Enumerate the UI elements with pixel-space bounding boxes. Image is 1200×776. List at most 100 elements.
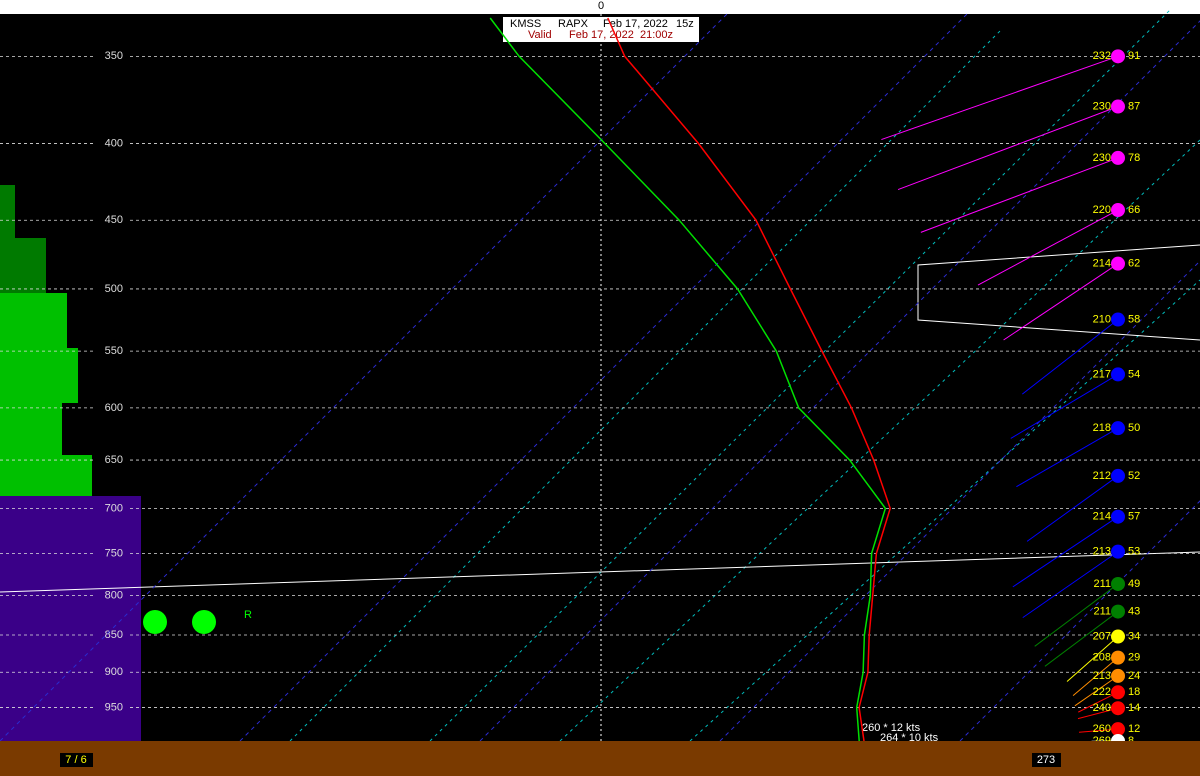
isotherm (0, 13, 728, 742)
wind-dot (1111, 629, 1125, 644)
wind-dot (1111, 701, 1125, 716)
y-tick-label: 450 (105, 214, 123, 226)
box (1032, 753, 1061, 767)
box (60, 753, 93, 767)
wind-speed: 54 (1128, 368, 1140, 380)
model: RAPX (558, 18, 589, 30)
wind-vector (881, 55, 1119, 141)
adiabat (429, 9, 1171, 742)
valid-label: Valid (528, 29, 552, 41)
wind-dot (1111, 367, 1125, 382)
wind-direction: 213 (1093, 670, 1111, 682)
wind-dot (1111, 150, 1125, 165)
wind-dot (1111, 576, 1125, 591)
histogram-bar (0, 238, 46, 293)
top-label: 0 (598, 0, 604, 12)
wind-dot (1111, 722, 1125, 737)
isotherm (959, 500, 1200, 742)
wind-speed: 43 (1128, 605, 1140, 617)
bottom-bar (0, 741, 1200, 776)
wind-direction: 230 (1093, 100, 1111, 112)
wind-direction: 230 (1093, 152, 1111, 164)
wind-dot (1111, 604, 1125, 619)
valid-date: Feb 17, 2022 (569, 29, 634, 41)
bottom-bar-bg (0, 741, 1200, 776)
wind-dot (1111, 668, 1125, 683)
profile-line (489, 17, 887, 742)
wind-speed: 12 (1128, 723, 1140, 735)
adiabat (689, 279, 1200, 742)
wind-direction: 232 (1093, 50, 1111, 62)
wind-vector (897, 106, 1119, 191)
wind-vector (1078, 691, 1119, 713)
wind-speed: 53 (1128, 546, 1140, 558)
y-tick-label: 650 (105, 454, 123, 466)
y-tick-label: 750 (105, 547, 123, 559)
wind-vector (1072, 657, 1119, 697)
wind-dot (1111, 685, 1125, 700)
y-tick-label: 950 (105, 701, 123, 713)
indicator (192, 610, 216, 634)
y-tick-label: 900 (105, 666, 123, 678)
y-tick-label: 700 (105, 502, 123, 514)
wind-speed: 24 (1128, 670, 1140, 682)
wind-direction: 210 (1093, 313, 1111, 325)
wind-direction: 220 (1093, 204, 1111, 216)
wind-vector (1003, 263, 1119, 341)
wind-dot (1111, 99, 1125, 114)
station: KMSS (510, 18, 541, 30)
wind-vector (1016, 427, 1119, 488)
decorations (0, 9, 1200, 776)
wind-vector (920, 157, 1119, 233)
profile-line (607, 17, 891, 742)
run-date: Feb 17, 2022 (603, 18, 668, 30)
wind-speed: 29 (1128, 652, 1140, 664)
histogram-bar (0, 293, 67, 348)
surface-wind: 260 * 12 kts (862, 722, 921, 734)
wind-vector (1066, 636, 1119, 682)
y-tick-label: 400 (105, 137, 123, 149)
wind-speed: 52 (1128, 470, 1140, 482)
wind-direction: 208 (1093, 652, 1111, 664)
y-tick-label: 800 (105, 589, 123, 601)
wind-dot (1111, 544, 1125, 559)
isotherm (239, 13, 968, 742)
histogram-bar (0, 455, 92, 496)
outline (917, 244, 1200, 341)
wind-direction: 240 (1093, 702, 1111, 714)
wind-speed: 14 (1128, 702, 1140, 714)
wind-vector (977, 209, 1119, 286)
wind-vector (1034, 583, 1119, 647)
wind-speed: 91 (1128, 50, 1140, 62)
wind-speed: 50 (1128, 422, 1140, 434)
wind-direction: 211 (1093, 605, 1111, 617)
y-tick-label: 850 (105, 629, 123, 641)
marker-label: R (244, 609, 252, 621)
wind-speed: 18 (1128, 686, 1140, 698)
wind-speed: 8 (1128, 735, 1134, 747)
top-strip (0, 0, 1200, 14)
y-tick-label: 550 (105, 345, 123, 357)
wind-vector (1044, 611, 1119, 667)
left-box-label: 7 / 6 (65, 754, 86, 766)
wind-dot (1111, 509, 1125, 524)
wind-direction: 222 (1093, 686, 1111, 698)
wind-speed: 34 (1128, 630, 1140, 642)
run-time: 15z (676, 18, 694, 30)
wind-vector (1021, 319, 1119, 395)
wind-direction: 211 (1093, 578, 1111, 590)
wind-speed: 78 (1128, 152, 1140, 164)
histogram-bar (0, 185, 15, 240)
wind-direction: 213 (1093, 546, 1111, 558)
wind-dot (1111, 49, 1125, 64)
histogram-bar (0, 403, 62, 455)
isotherm (719, 260, 1200, 742)
header-box (503, 17, 699, 42)
valid-time: 21:00z (640, 29, 673, 41)
isotherm (479, 20, 1200, 742)
wind-vector (1026, 475, 1119, 542)
wind-dot (1111, 312, 1125, 327)
wind-dot (1111, 256, 1125, 271)
wind-dot (1111, 650, 1125, 665)
